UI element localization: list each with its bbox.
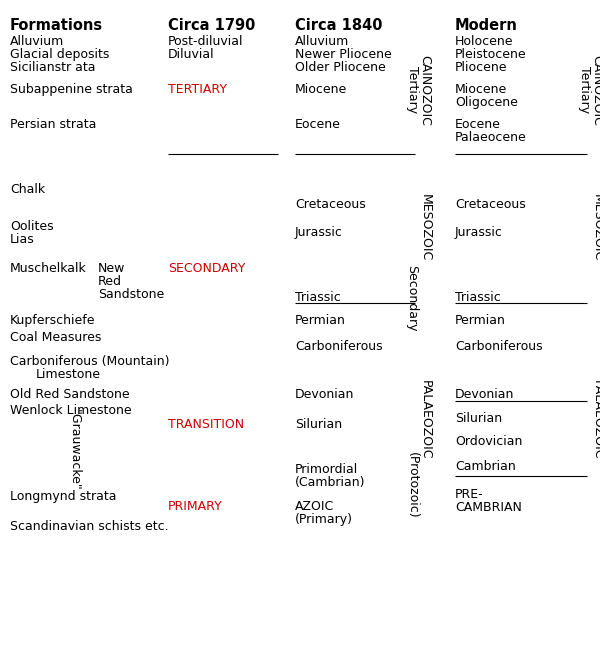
Text: Tertiary: Tertiary xyxy=(406,66,419,114)
Text: Silurian: Silurian xyxy=(455,412,502,425)
Text: Formations: Formations xyxy=(10,18,103,33)
Text: Holocene: Holocene xyxy=(455,35,514,48)
Text: Persian strata: Persian strata xyxy=(10,118,97,131)
Text: (Primary): (Primary) xyxy=(295,513,353,526)
Text: New: New xyxy=(98,262,125,275)
Text: Muschelkalk: Muschelkalk xyxy=(10,262,87,275)
Text: Silurian: Silurian xyxy=(295,418,342,431)
Text: Jurassic: Jurassic xyxy=(295,226,343,239)
Text: Triassic: Triassic xyxy=(295,291,341,304)
Text: Pleistocene: Pleistocene xyxy=(455,48,527,61)
Text: Kupferschiefe: Kupferschiefe xyxy=(10,314,95,327)
Text: Chalk: Chalk xyxy=(10,183,45,196)
Text: PALAEOZOIC: PALAEOZOIC xyxy=(419,380,431,459)
Text: Primordial: Primordial xyxy=(295,463,358,476)
Text: Permian: Permian xyxy=(295,314,346,327)
Text: Pliocene: Pliocene xyxy=(455,61,508,74)
Text: Cretaceous: Cretaceous xyxy=(295,198,366,211)
Text: "Grauwacke": "Grauwacke" xyxy=(67,409,80,491)
Text: Miocene: Miocene xyxy=(295,83,347,96)
Text: SECONDARY: SECONDARY xyxy=(168,262,245,275)
Text: Wenlock Limestone: Wenlock Limestone xyxy=(10,404,131,417)
Text: Subappenine strata: Subappenine strata xyxy=(10,83,133,96)
Text: Post-diluvial: Post-diluvial xyxy=(168,35,244,48)
Text: Eocene: Eocene xyxy=(295,118,341,131)
Text: Carboniferous: Carboniferous xyxy=(455,340,542,353)
Text: Alluvium: Alluvium xyxy=(295,35,349,48)
Text: Palaeocene: Palaeocene xyxy=(455,131,527,144)
Text: Diluvial: Diluvial xyxy=(168,48,215,61)
Text: Carboniferous (Mountain): Carboniferous (Mountain) xyxy=(10,355,170,368)
Text: Modern: Modern xyxy=(455,18,518,33)
Text: Oolites: Oolites xyxy=(10,220,53,233)
Text: Circa 1790: Circa 1790 xyxy=(168,18,256,33)
Text: Red: Red xyxy=(98,275,122,288)
Text: Older Pliocene: Older Pliocene xyxy=(295,61,386,74)
Text: Sandstone: Sandstone xyxy=(98,288,164,301)
Text: Limestone: Limestone xyxy=(36,368,101,381)
Text: CAINOZOIC: CAINOZOIC xyxy=(419,54,431,125)
Text: Cretaceous: Cretaceous xyxy=(455,198,526,211)
Text: Secondary: Secondary xyxy=(406,265,419,331)
Text: Coal Measures: Coal Measures xyxy=(10,331,101,344)
Text: MESOZOIC: MESOZOIC xyxy=(590,195,600,261)
Text: PRIMARY: PRIMARY xyxy=(168,500,223,513)
Text: CAINOZOIC: CAINOZOIC xyxy=(590,54,600,125)
Text: PRE-: PRE- xyxy=(455,488,484,501)
Text: Circa 1840: Circa 1840 xyxy=(295,18,383,33)
Text: (Cambrian): (Cambrian) xyxy=(295,476,365,489)
Text: AZOIC: AZOIC xyxy=(295,500,334,513)
Text: Alluvium: Alluvium xyxy=(10,35,64,48)
Text: TERTIARY: TERTIARY xyxy=(168,83,227,96)
Text: Longmynd strata: Longmynd strata xyxy=(10,490,116,503)
Text: TRANSITION: TRANSITION xyxy=(168,418,244,431)
Text: Glacial deposits: Glacial deposits xyxy=(10,48,109,61)
Text: MESOZOIC: MESOZOIC xyxy=(419,195,431,261)
Text: PALAEOZOIC: PALAEOZOIC xyxy=(590,380,600,459)
Text: CAMBRIAN: CAMBRIAN xyxy=(455,501,522,514)
Text: Jurassic: Jurassic xyxy=(455,226,503,239)
Text: Sicilianstr ata: Sicilianstr ata xyxy=(10,61,95,74)
Text: Devonian: Devonian xyxy=(295,388,355,401)
Text: Miocene: Miocene xyxy=(455,83,507,96)
Text: Triassic: Triassic xyxy=(455,291,501,304)
Text: Cambrian: Cambrian xyxy=(455,460,516,473)
Text: Oligocene: Oligocene xyxy=(455,96,518,109)
Text: Old Red Sandstone: Old Red Sandstone xyxy=(10,388,130,401)
Text: Eocene: Eocene xyxy=(455,118,501,131)
Text: (Protozoic): (Protozoic) xyxy=(406,451,419,518)
Text: Devonian: Devonian xyxy=(455,388,514,401)
Text: Tertiary: Tertiary xyxy=(577,66,590,114)
Text: Newer Pliocene: Newer Pliocene xyxy=(295,48,392,61)
Text: Carboniferous: Carboniferous xyxy=(295,340,383,353)
Text: Scandinavian schists etc.: Scandinavian schists etc. xyxy=(10,520,169,533)
Text: Lias: Lias xyxy=(10,233,35,246)
Text: Ordovician: Ordovician xyxy=(455,435,523,448)
Text: Permian: Permian xyxy=(455,314,506,327)
